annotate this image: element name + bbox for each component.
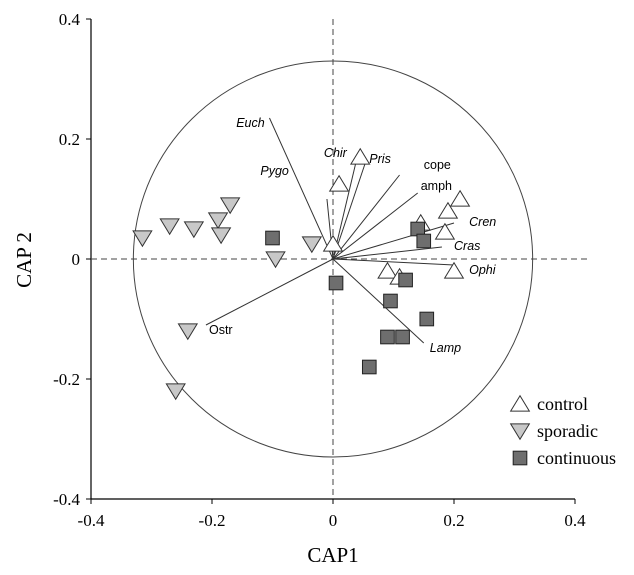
legend-marker-control: [509, 394, 531, 412]
vector-labels: Euch Pygo Chir Pris cope amph Cren Cras Ophi Lamp…: [209, 116, 497, 355]
vector-label-cope: cope: [424, 158, 451, 172]
control-point: [437, 201, 459, 219]
control-point: [322, 234, 344, 252]
sporadic-point: [132, 230, 153, 248]
continuous-point: [395, 329, 410, 345]
legend-marker-sporadic: [509, 423, 531, 441]
sporadic-point: [219, 197, 241, 215]
vector-label-lamp: Lamp: [430, 341, 461, 355]
x-tick-label: -0.4: [78, 511, 105, 530]
data-points: [132, 147, 471, 401]
vector-amph: [332, 192, 419, 260]
vector-label-ostr: Ostr: [209, 323, 233, 337]
y-tick-label: 0: [72, 250, 81, 269]
vector-label-chir: Chir: [324, 146, 348, 160]
control-point: [443, 261, 465, 279]
continuous-point: [383, 293, 398, 309]
continuous-point: [265, 230, 280, 246]
control-point: [377, 261, 398, 279]
y-tick-label: 0.2: [59, 130, 80, 149]
sporadic-point: [210, 227, 232, 245]
continuous-point: [416, 233, 432, 249]
vector-label-cras: Cras: [454, 239, 480, 253]
sporadic-point: [207, 212, 229, 230]
vector-ostr: [205, 258, 334, 326]
continuous-point: [328, 275, 344, 291]
vector-lamp: [332, 258, 425, 344]
legend-label-sporadic: sporadic: [537, 421, 598, 441]
vector-label-euch: Euch: [236, 116, 265, 130]
continuous-point: [419, 311, 435, 327]
control-point: [449, 189, 471, 207]
vector-label-pygo: Pygo: [260, 164, 289, 178]
vector-pris: [332, 159, 367, 260]
continuous-point: [361, 359, 377, 375]
control-point: [434, 222, 456, 240]
continuous-point: [398, 272, 413, 288]
legend-label-continuous: continuous: [537, 448, 616, 468]
vector-euch: [269, 117, 334, 260]
y-tick-label: -0.4: [53, 490, 80, 509]
vector-label-cren: Cren: [469, 215, 496, 229]
y-tick-label: 0.4: [59, 10, 81, 29]
control-point: [349, 147, 371, 165]
sporadic-point: [159, 218, 180, 236]
vector-lines: [205, 117, 455, 344]
vector-ophi: [332, 258, 455, 266]
x-axis-label: CAP1: [307, 543, 358, 567]
vector-label-pris: Pris: [369, 152, 391, 166]
axis-ticks: -0.4 -0.2 0 0.2 0.4 -0.4 -0.2 0 0.2 0.4: [53, 10, 586, 530]
x-tick-label: 0.4: [564, 511, 586, 530]
sporadic-point: [177, 323, 199, 341]
sporadic-point: [265, 251, 286, 269]
vector-cras: [332, 246, 442, 260]
vector-cope: [332, 174, 400, 260]
y-tick-label: -0.2: [53, 370, 80, 389]
vector-label-ophi: Ophi: [469, 263, 497, 277]
vector-cren: [332, 222, 455, 260]
legend: control sporadic continuous: [509, 394, 616, 468]
y-axis-label: CAP 2: [12, 232, 36, 288]
control-point: [328, 174, 350, 192]
x-tick-label: 0.2: [443, 511, 464, 530]
sporadic-point: [183, 221, 205, 239]
x-tick-label: -0.2: [199, 511, 226, 530]
sporadic-point: [301, 236, 323, 254]
x-tick-label: 0: [329, 511, 338, 530]
continuous-point: [380, 329, 395, 345]
legend-marker-continuous: [512, 450, 528, 466]
legend-label-control: control: [537, 394, 588, 414]
vector-label-amph: amph: [421, 179, 452, 193]
sporadic-point: [165, 383, 186, 401]
